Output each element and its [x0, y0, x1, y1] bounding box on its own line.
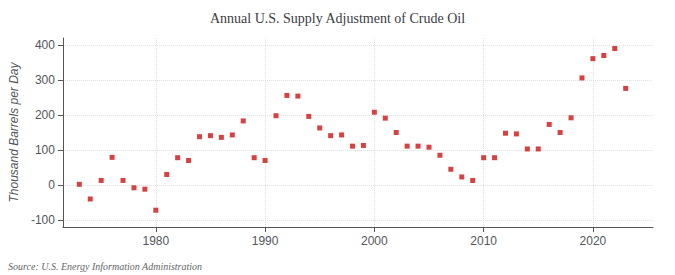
- svg-text:Source: U.S. Energy Informatio: Source: U.S. Energy Information Administ…: [8, 261, 202, 272]
- svg-text:Annual U.S. Supply Adjustment: Annual U.S. Supply Adjustment of Crude O…: [210, 11, 465, 26]
- svg-text:2010: 2010: [470, 234, 497, 248]
- svg-text:1990: 1990: [252, 234, 279, 248]
- svg-text:300: 300: [35, 73, 55, 87]
- svg-text:Thousand Barrels per Day: Thousand Barrels per Day: [7, 61, 21, 202]
- svg-text:-100: -100: [31, 213, 55, 227]
- svg-text:100: 100: [35, 143, 55, 157]
- svg-text:2000: 2000: [361, 234, 388, 248]
- svg-text:2020: 2020: [580, 234, 607, 248]
- svg-text:1980: 1980: [142, 234, 169, 248]
- svg-text:400: 400: [35, 38, 55, 52]
- svg-text:200: 200: [35, 108, 55, 122]
- svg-text:0: 0: [48, 178, 55, 192]
